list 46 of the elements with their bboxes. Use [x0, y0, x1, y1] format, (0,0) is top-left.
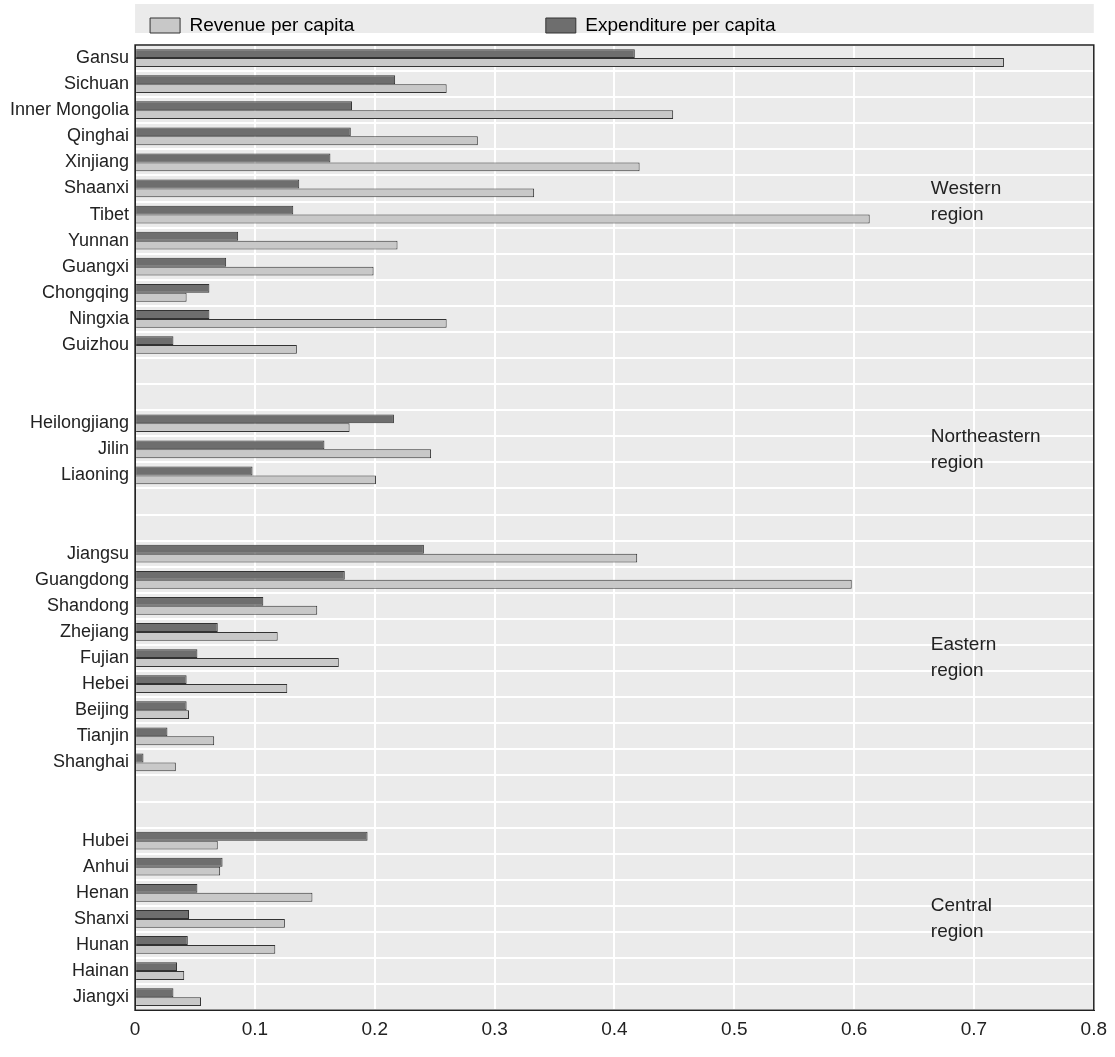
- x-tick-label: 0.2: [361, 1017, 388, 1039]
- annotation: Central region: [930, 894, 993, 942]
- y-tick-label: Shaanxi: [64, 177, 130, 198]
- annotation: Northeastern region: [930, 424, 1041, 472]
- y-tick-label: Qinghai: [67, 125, 130, 146]
- x-tick-label: 0: [129, 1017, 141, 1039]
- legend-label: Expenditure per capita: [585, 13, 955, 35]
- y-tick-label: Ningxia: [69, 307, 131, 328]
- legend-label: Revenue per capita: [189, 13, 534, 35]
- y-tick-label: Shanxi: [74, 907, 130, 928]
- y-tick-label: Shandong: [46, 594, 130, 615]
- y-tick-label: Tibet: [89, 203, 130, 224]
- y-tick-label: Anhui: [83, 855, 130, 876]
- x-tick-label: 0.5: [721, 1017, 748, 1039]
- y-tick-label: Inner Mongolia: [10, 99, 131, 120]
- x-tick-label: 0.7: [960, 1017, 988, 1039]
- y-tick-label: Liaoning: [61, 464, 130, 485]
- y-tick-label: Yunnan: [68, 229, 130, 250]
- x-tick-label: 0.3: [481, 1017, 508, 1039]
- y-tick-label: Fujian: [80, 647, 130, 667]
- y-tick-label: Xinjiang: [65, 151, 130, 172]
- x-tick-label: 0.8: [1080, 1017, 1107, 1039]
- y-tick-label: Hainan: [72, 960, 130, 981]
- y-tick-label: Gansu: [76, 47, 130, 68]
- y-tick-label: Beijing: [75, 699, 130, 720]
- y-tick-label: Jilin: [98, 438, 130, 459]
- x-tick-label: 0.4: [601, 1017, 629, 1039]
- y-tick-label: Jiangsu: [67, 542, 130, 563]
- x-tick-label: 0.6: [840, 1017, 868, 1039]
- x-tick-label: 0.1: [241, 1017, 269, 1039]
- annotation: Eastern region: [930, 633, 997, 681]
- y-tick-label: Guangxi: [62, 255, 130, 276]
- y-tick-label: Zhejiang: [60, 620, 130, 641]
- y-tick-label: Guizhou: [62, 333, 130, 354]
- y-tick-label: Shanghai: [53, 751, 130, 772]
- y-tick-label: Tianjin: [76, 725, 130, 746]
- y-tick-label: Guangdong: [34, 568, 130, 589]
- y-tick-label: Heilongjiang: [30, 412, 130, 433]
- y-tick-label: Chongqing: [42, 281, 130, 302]
- y-tick-label: Henan: [76, 881, 130, 902]
- y-tick-label: Hebei: [82, 673, 130, 694]
- y-tick-label: Hubei: [82, 829, 130, 850]
- y-tick-label: Jiangxi: [73, 986, 130, 1007]
- y-tick-label: Hunan: [76, 933, 130, 954]
- annotation: Western region: [930, 176, 1002, 224]
- y-tick-label: Sichuan: [64, 73, 130, 94]
